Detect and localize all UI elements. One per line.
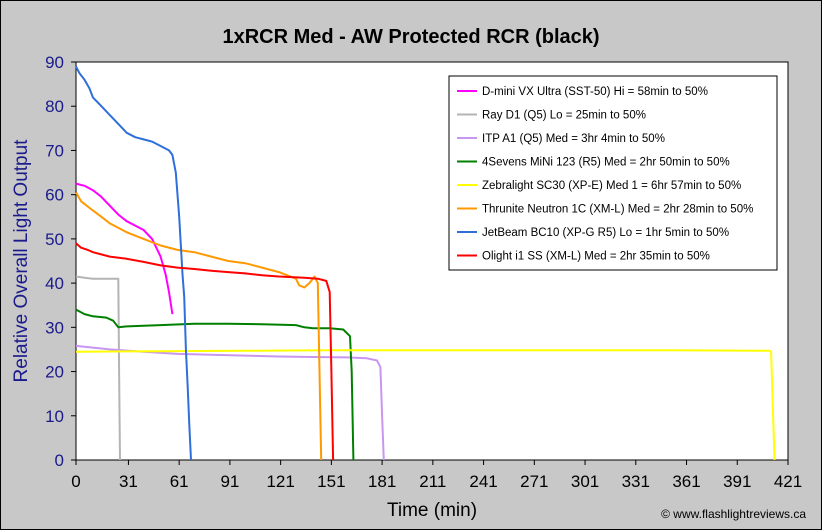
x-tick-label: 421 (774, 472, 802, 491)
series-lines (75, 65, 776, 461)
y-tick-label: 80 (45, 97, 64, 116)
series-line (75, 242, 335, 461)
legend-box (448, 75, 778, 271)
y-tick-label: 0 (55, 451, 64, 470)
y-tick-label: 10 (45, 407, 64, 426)
y-tick-label: 70 (45, 141, 64, 160)
x-tick-label: 61 (170, 472, 189, 491)
legend-entry: Olight i1 SS (XM-L) Med = 2hr 35min to 5… (482, 251, 710, 263)
x-tick-label: 331 (622, 472, 650, 491)
x-tick-label: 181 (368, 472, 396, 491)
y-axis: 0 10 20 30 40 50 60 70 80 90 (45, 53, 76, 470)
series-line (75, 275, 121, 461)
y-tick-label: 20 (45, 363, 64, 382)
x-axis-label: Time (min) (387, 500, 477, 521)
x-axis: 0 31 61 91 121 151 181 211 241 271 301 331 361 391 421 (71, 460, 802, 491)
credit-text: © www.flashlightreviews.ca (661, 507, 806, 521)
legend-entry: Thrunite Neutron 1C (XM-L) Med = 2hr 28m… (482, 204, 753, 216)
x-tick-label: 0 (71, 472, 80, 491)
legend: D-mini VX Ultra (SST-50) Hi = 58min to 5… (448, 75, 778, 271)
y-axis-label: Relative Overall Light Output (11, 139, 32, 383)
series-line (75, 308, 355, 461)
chart-title: 1xRCR Med - AW Protected RCR (black) (222, 26, 599, 48)
x-tick-label: 31 (119, 472, 138, 491)
x-tick-label: 241 (469, 472, 497, 491)
x-tick-label: 211 (419, 472, 446, 491)
x-tick-label: 151 (317, 472, 345, 491)
series-line (75, 65, 192, 461)
legend-entry: 4Sevens MiNi 123 (R5) Med = 2hr 50min to… (482, 157, 730, 169)
y-tick-label: 40 (45, 274, 64, 293)
series-line (75, 191, 323, 461)
legend-entry: ITP A1 (Q5) Med = 3hr 4min to 50% (482, 133, 665, 145)
y-tick-label: 60 (45, 186, 64, 205)
legend-entry: D-mini VX Ultra (SST-50) Hi = 58min to 5… (482, 86, 708, 98)
x-tick-label: 121 (266, 472, 294, 491)
x-tick-label: 91 (220, 472, 239, 491)
y-tick-label: 30 (45, 318, 64, 337)
series-line (75, 349, 776, 461)
legend-entry: Ray D1 (Q5) Lo = 25min to 50% (482, 110, 646, 122)
x-tick-label: 391 (723, 472, 751, 491)
y-tick-label: 90 (45, 53, 64, 72)
x-tick-label: 301 (571, 472, 599, 491)
x-tick-label: 361 (672, 472, 700, 491)
legend-entry: JetBeam BC10 (XP-G R5) Lo = 1hr 5min to … (482, 227, 729, 239)
legend-entry: Zebralight SC30 (XP-E) Med 1 = 6hr 57min… (482, 180, 741, 192)
x-tick-label: 271 (520, 472, 548, 491)
series-line (75, 182, 174, 315)
y-tick-label: 50 (45, 230, 64, 249)
